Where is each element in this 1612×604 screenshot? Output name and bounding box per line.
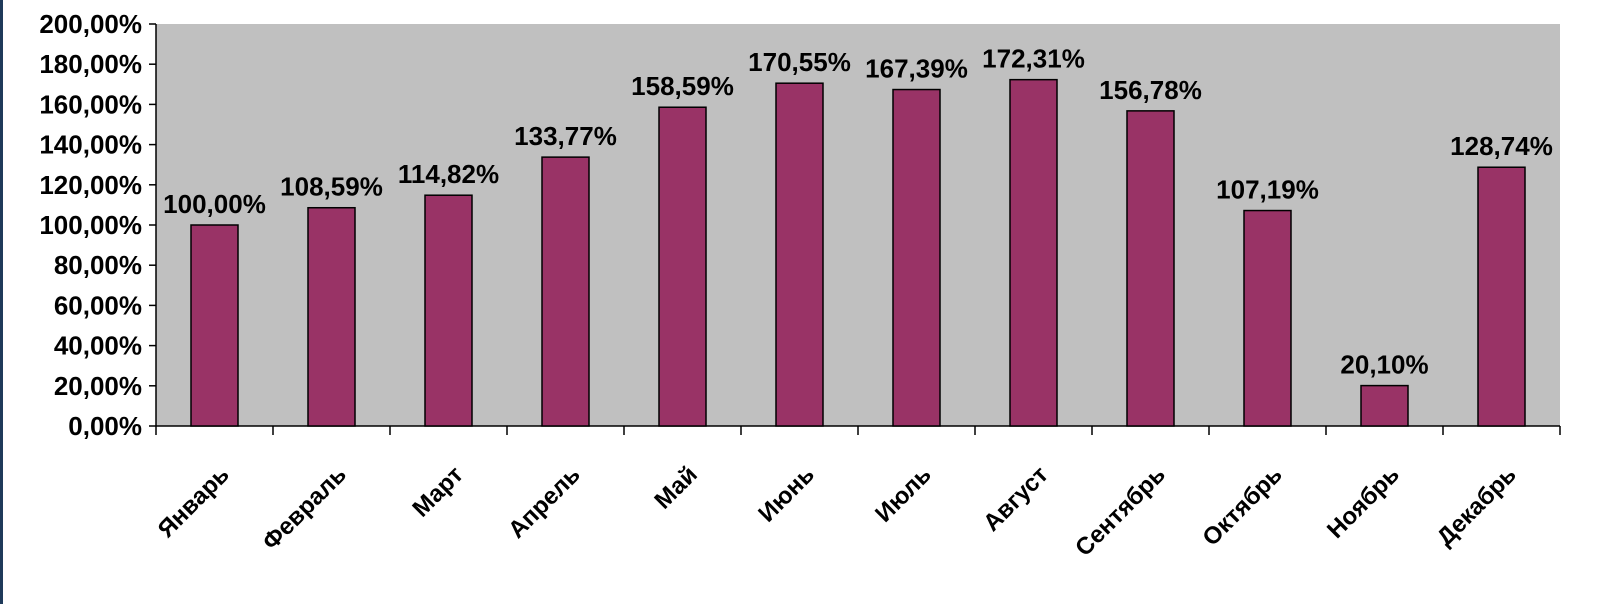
- bar-5: [658, 106, 707, 427]
- x-axis: [155, 425, 1561, 435]
- y-tick-label: 80,00%: [54, 250, 142, 280]
- plot-area: [156, 24, 1560, 426]
- data-label: 114,82%: [398, 159, 499, 189]
- bar-12: [1477, 166, 1526, 427]
- bar-10: [1243, 209, 1292, 427]
- data-label: 100,00%: [163, 189, 266, 219]
- y-tick-label: 60,00%: [54, 290, 142, 320]
- y-tick-label: 180,00%: [39, 49, 142, 79]
- y-tick-label: 160,00%: [39, 89, 142, 119]
- y-tick-label: 100,00%: [39, 210, 142, 240]
- y-tick-label: 40,00%: [54, 331, 142, 361]
- y-tick-label: 140,00%: [39, 130, 142, 160]
- data-label: 156,78%: [1099, 75, 1202, 105]
- data-label: 108,59%: [280, 172, 383, 202]
- left-edge-border: [0, 0, 3, 604]
- y-axis: 0,00% 20,00% 40,00% 60,00% 80,00% 100,00% 120,…: [39, 9, 157, 441]
- y-tick-label: 20,00%: [54, 371, 142, 401]
- data-label: 20,10%: [1340, 350, 1428, 380]
- data-label: 128,74%: [1450, 131, 1553, 161]
- bar-2: [307, 206, 356, 427]
- data-label: 107,19%: [1216, 175, 1319, 205]
- bar-3: [424, 194, 473, 427]
- data-labels: 100,00% 108,59% 114,82% 133,77% 158,59% 170,5…: [163, 44, 1553, 380]
- bars: [190, 78, 1526, 427]
- bar-11: [1360, 384, 1409, 427]
- bar-1: [190, 224, 239, 427]
- data-label: 158,59%: [631, 71, 734, 101]
- y-tick-label: 120,00%: [39, 170, 142, 200]
- data-label: 133,77%: [514, 121, 617, 151]
- bar-7: [892, 88, 941, 427]
- bar-9: [1126, 110, 1175, 427]
- bar-6: [775, 82, 824, 427]
- bar-8: [1009, 78, 1058, 427]
- data-label: 170,55%: [748, 47, 851, 77]
- bar-4: [541, 156, 590, 427]
- y-tick-label: 200,00%: [39, 9, 142, 39]
- data-label: 167,39%: [865, 54, 968, 84]
- data-label: 172,31%: [982, 44, 1085, 74]
- y-tick-label: 0,00%: [68, 411, 142, 441]
